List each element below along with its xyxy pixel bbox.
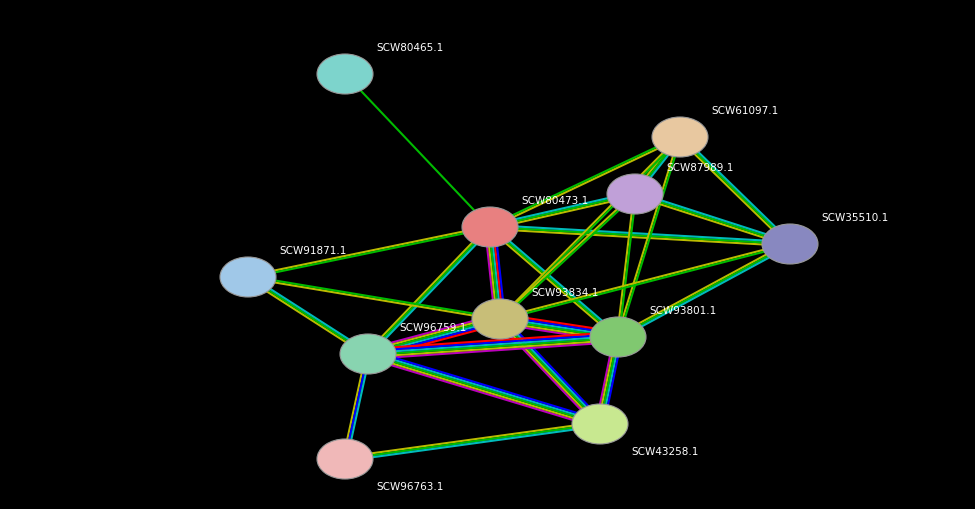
Text: SCW91871.1: SCW91871.1 (279, 245, 346, 256)
Ellipse shape (607, 175, 663, 215)
Ellipse shape (572, 404, 628, 444)
Text: SCW43258.1: SCW43258.1 (631, 446, 698, 456)
Ellipse shape (220, 258, 276, 297)
Ellipse shape (317, 439, 373, 479)
Text: SCW35510.1: SCW35510.1 (821, 213, 888, 222)
Ellipse shape (762, 224, 818, 265)
Ellipse shape (652, 118, 708, 158)
Text: SCW80465.1: SCW80465.1 (376, 43, 444, 53)
Text: SCW80473.1: SCW80473.1 (521, 195, 588, 206)
Text: SCW96759.1: SCW96759.1 (399, 322, 466, 332)
Ellipse shape (340, 334, 396, 374)
Text: SCW93801.1: SCW93801.1 (649, 305, 717, 316)
Text: SCW93834.1: SCW93834.1 (531, 288, 599, 297)
Ellipse shape (317, 55, 373, 95)
Text: SCW61097.1: SCW61097.1 (711, 106, 778, 116)
Ellipse shape (462, 208, 518, 247)
Text: SCW96763.1: SCW96763.1 (376, 481, 444, 491)
Text: SCW87989.1: SCW87989.1 (666, 163, 733, 173)
Ellipse shape (472, 299, 528, 340)
Ellipse shape (590, 318, 646, 357)
